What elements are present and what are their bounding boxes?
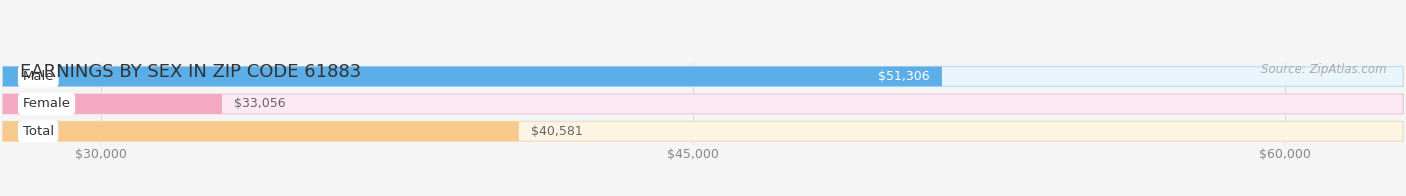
Text: $51,306: $51,306 <box>879 70 929 83</box>
FancyBboxPatch shape <box>3 122 519 141</box>
Text: $40,581: $40,581 <box>530 125 582 138</box>
FancyBboxPatch shape <box>3 67 942 86</box>
Text: Male: Male <box>22 70 53 83</box>
Text: $33,056: $33,056 <box>233 97 285 110</box>
Text: Total: Total <box>22 125 53 138</box>
Text: Source: ZipAtlas.com: Source: ZipAtlas.com <box>1261 63 1386 76</box>
FancyBboxPatch shape <box>3 67 1403 86</box>
FancyBboxPatch shape <box>3 122 1403 141</box>
FancyBboxPatch shape <box>3 94 1403 114</box>
Text: EARNINGS BY SEX IN ZIP CODE 61883: EARNINGS BY SEX IN ZIP CODE 61883 <box>20 63 361 81</box>
Text: Female: Female <box>22 97 70 110</box>
FancyBboxPatch shape <box>3 94 222 114</box>
